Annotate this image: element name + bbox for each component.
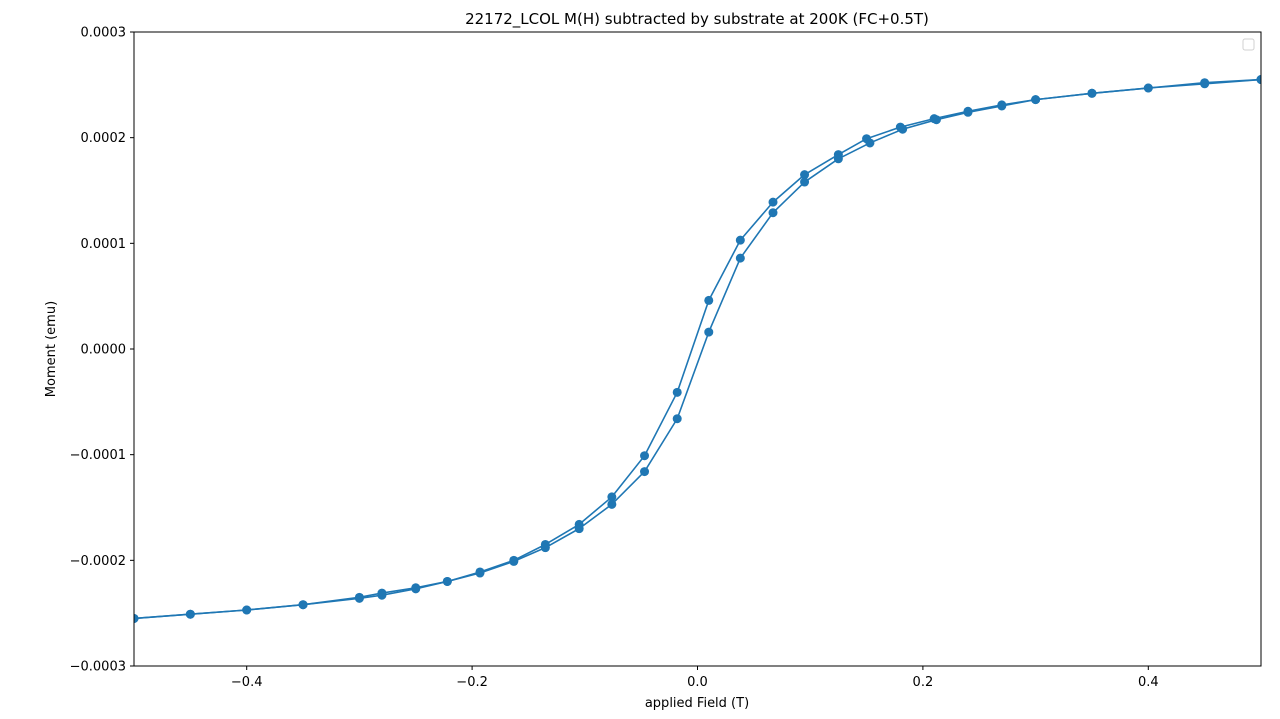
data-point <box>377 590 387 600</box>
x-axis-label: applied Field (T) <box>645 696 749 711</box>
x-tick-label: 0.4 <box>1138 675 1159 690</box>
data-point <box>607 499 617 509</box>
y-tick-label: 0.0000 <box>81 343 127 358</box>
y-tick-label: −0.0002 <box>70 554 126 569</box>
x-tick-label: −0.2 <box>456 675 488 690</box>
data-point <box>963 107 973 117</box>
data-point <box>509 556 519 566</box>
data-point <box>735 235 745 245</box>
y-axis-ticks: −0.0003 −0.0002 −0.0001 0.0000 0.0001 0.0002 0… <box>70 26 134 675</box>
x-tick-label: 0.2 <box>913 675 934 690</box>
y-tick-label: 0.0002 <box>81 131 127 146</box>
chart-title: 22172_LCOL M(H) subtracted by substrate … <box>465 10 929 29</box>
data-point <box>898 124 908 134</box>
data-point <box>475 568 485 578</box>
y-tick-label: −0.0001 <box>70 448 126 463</box>
data-point <box>997 101 1007 111</box>
data-point <box>640 467 650 477</box>
data-point <box>800 170 810 180</box>
data-point <box>411 584 421 594</box>
plot-frame <box>133 31 1262 667</box>
y-axis-label: Moment (emu) <box>44 301 59 397</box>
data-point <box>1256 75 1261 85</box>
data-point <box>574 524 584 534</box>
data-point <box>768 197 778 207</box>
data-point <box>1200 78 1210 88</box>
data-point <box>185 609 195 619</box>
y-tick-label: 0.0001 <box>81 237 127 252</box>
x-axis-ticks: −0.4 −0.2 0.0 0.2 0.4 <box>231 666 1159 690</box>
data-point <box>704 295 714 305</box>
y-tick-label: 0.0003 <box>81 26 127 41</box>
legend-box <box>1242 38 1255 51</box>
data-point <box>540 543 550 553</box>
data-point <box>672 387 682 397</box>
x-tick-label: 0.0 <box>687 675 708 690</box>
data-point <box>442 576 452 586</box>
series-line-2 <box>134 78 1261 620</box>
data-point <box>833 154 843 164</box>
y-tick-label: −0.0003 <box>70 660 126 675</box>
data-point <box>768 208 778 218</box>
data-point <box>242 605 252 615</box>
data-point <box>298 600 308 610</box>
data-point <box>865 138 875 148</box>
data-point <box>607 492 617 502</box>
data-point <box>134 613 139 623</box>
data-point <box>735 253 745 263</box>
data-point <box>672 414 682 424</box>
x-tick-label: −0.4 <box>231 675 263 690</box>
data-point <box>640 451 650 461</box>
data-point <box>931 115 941 125</box>
data-point <box>1031 95 1041 105</box>
series-line-1 <box>134 78 1261 620</box>
series-layer <box>134 75 1261 623</box>
data-point <box>354 593 364 603</box>
data-point <box>1087 88 1097 98</box>
data-point <box>800 177 810 187</box>
data-point <box>704 327 714 337</box>
data-point <box>1143 83 1153 93</box>
